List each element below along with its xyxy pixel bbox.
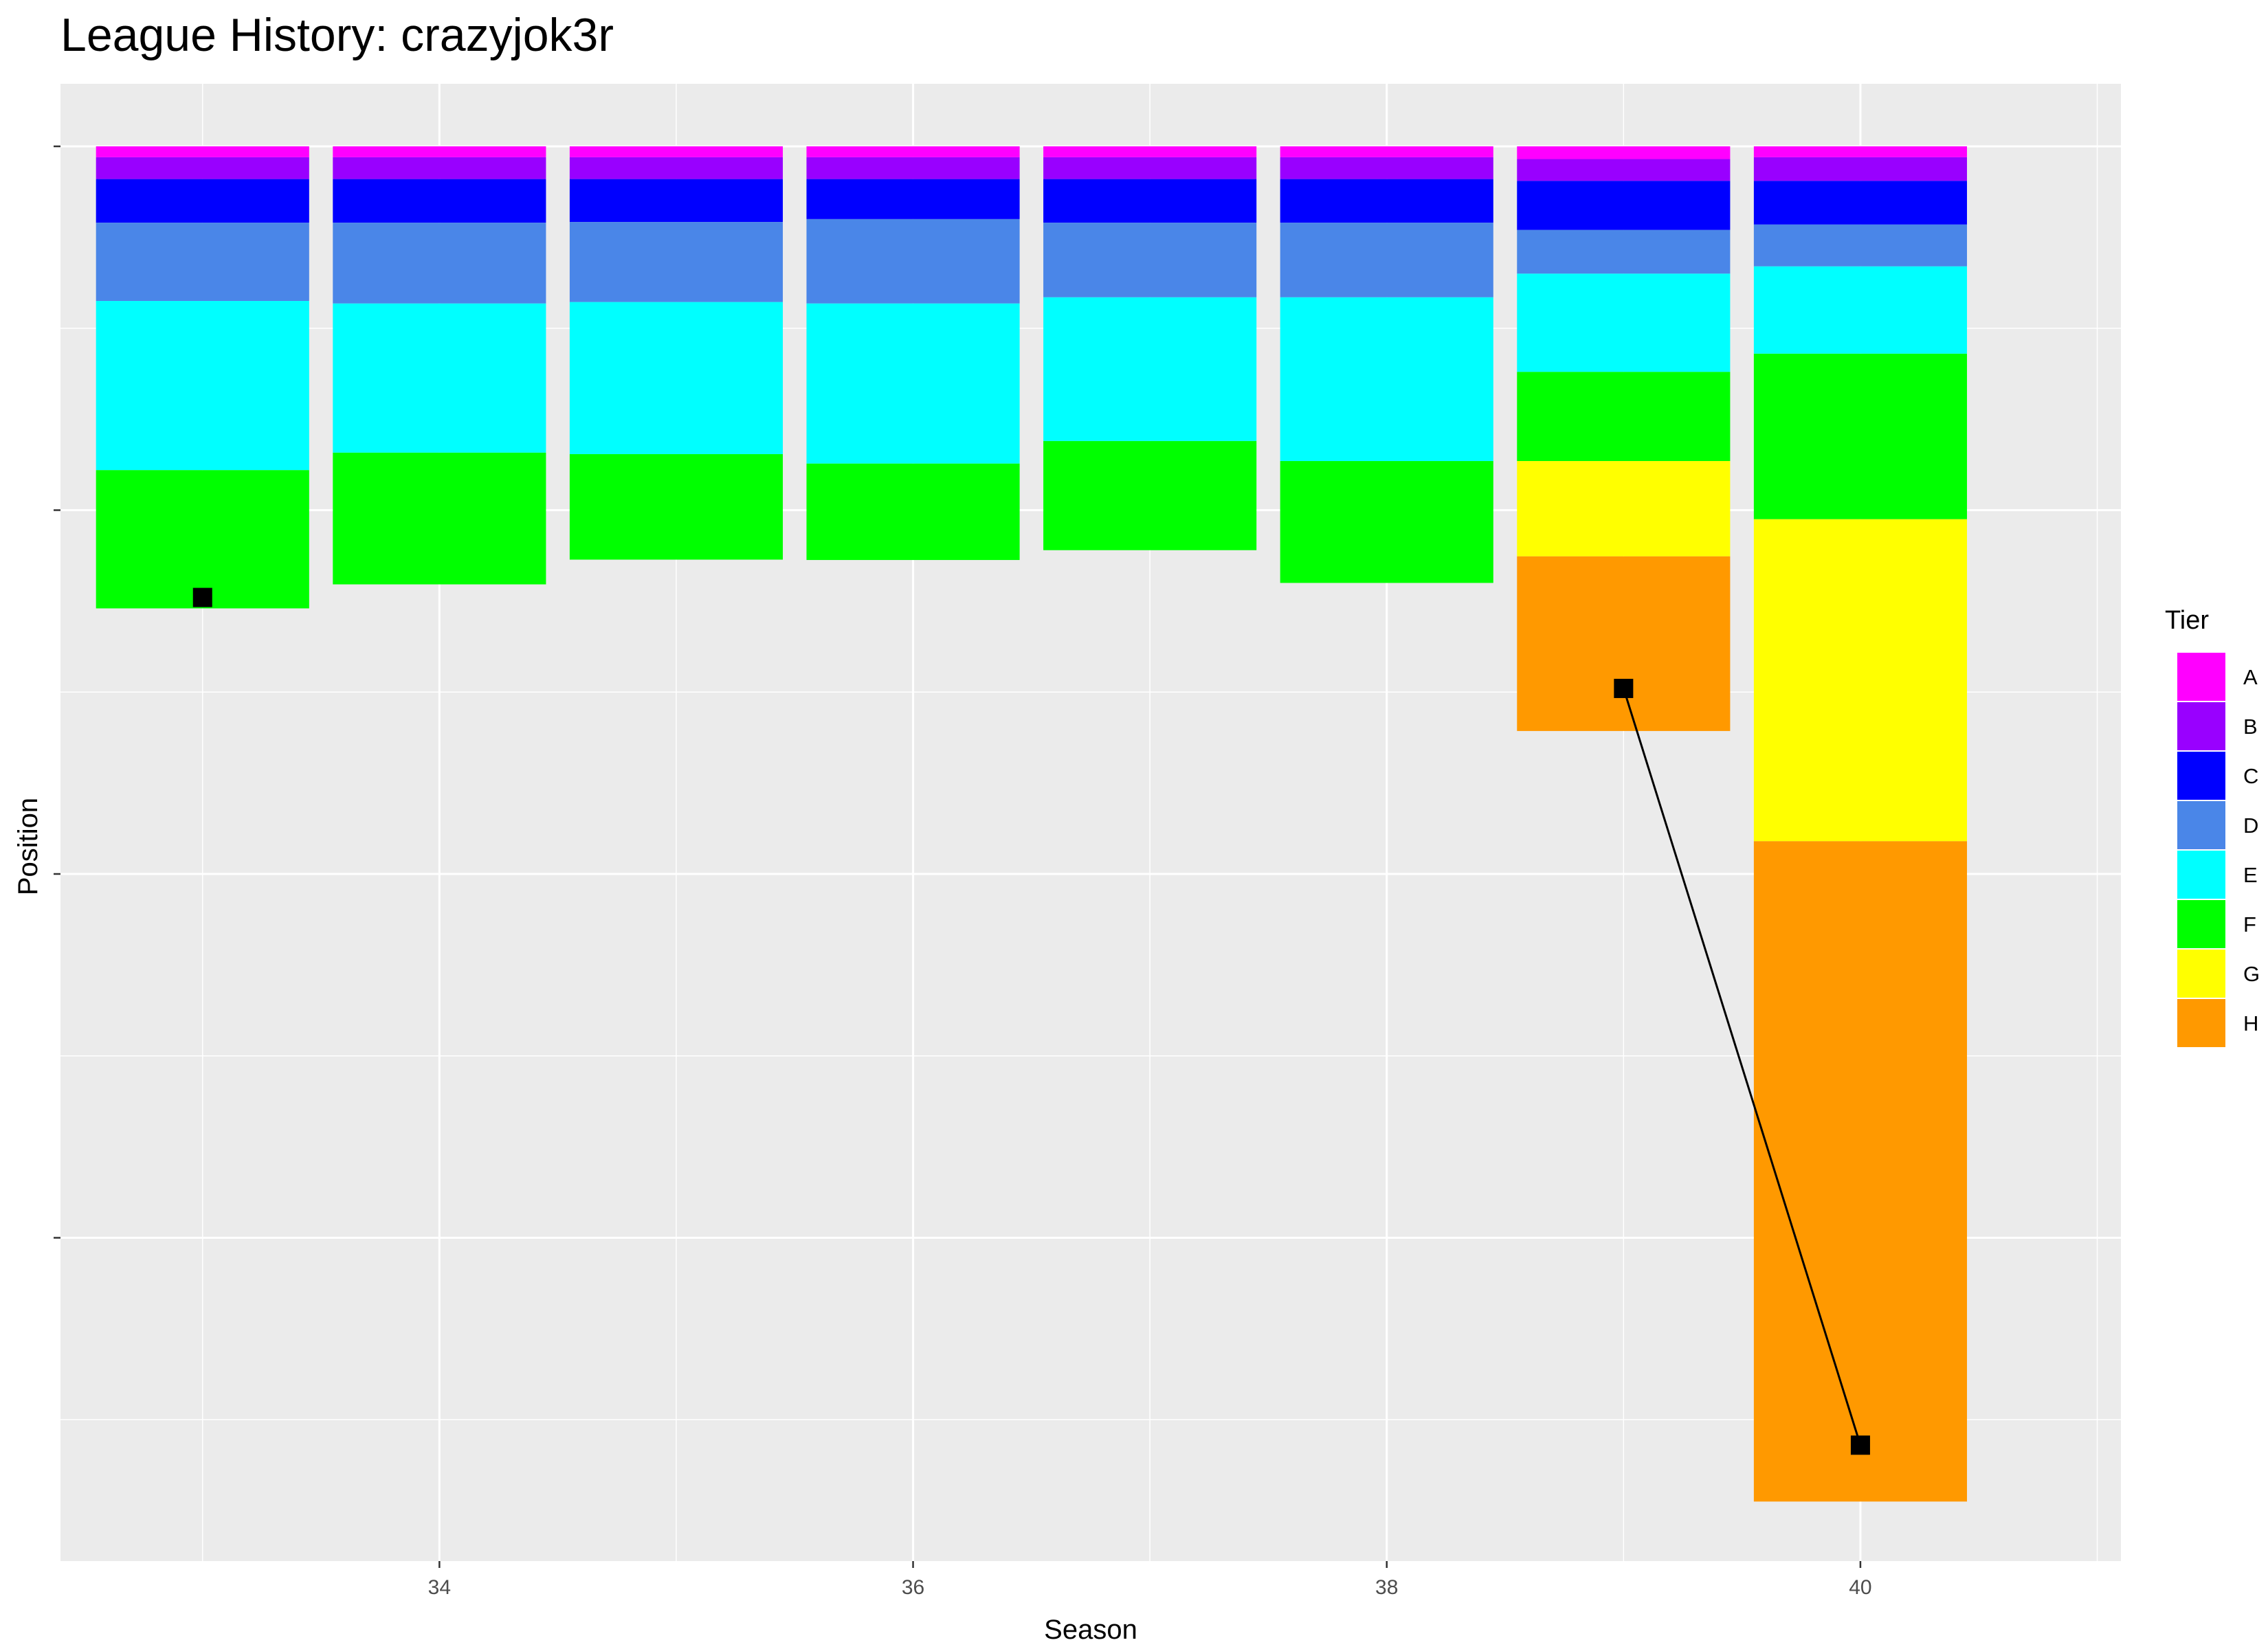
- position-point-s33: [192, 587, 212, 607]
- bar-segment-s39-tier-h: [1517, 556, 1731, 731]
- legend-label-g: G: [2243, 962, 2260, 986]
- bar-segment-s34-tier-e: [333, 303, 546, 453]
- x-tick-label: 34: [428, 1576, 451, 1599]
- bar-segment-s39-tier-b: [1517, 159, 1731, 181]
- bar-segment-s37-tier-e: [1043, 297, 1257, 441]
- legend-key-g: [2177, 950, 2225, 998]
- bar-segment-s36-tier-c: [806, 179, 1020, 219]
- bar-segment-s38-tier-f: [1280, 461, 1493, 583]
- legend-key-h: [2177, 999, 2225, 1047]
- bar-segment-s40-tier-g: [1753, 519, 1968, 842]
- y-axis-ticks: [54, 145, 60, 1239]
- y-axis-title: Position: [13, 798, 43, 895]
- bar-segment-s39-tier-d: [1517, 229, 1731, 274]
- bar-segment-s36-tier-a: [806, 146, 1020, 157]
- bar-segment-s34-tier-a: [333, 146, 546, 157]
- bar-segment-s39-tier-g: [1517, 461, 1731, 557]
- position-point-s40: [1850, 1435, 1870, 1455]
- bar-segment-s38-tier-c: [1280, 179, 1493, 223]
- bar-segment-s37-tier-f: [1043, 440, 1257, 550]
- legend-label-c: C: [2243, 764, 2258, 788]
- bar-segment-s37-tier-b: [1043, 157, 1257, 179]
- legend-label-f: F: [2243, 912, 2256, 936]
- bar-segment-s38-tier-e: [1280, 297, 1493, 462]
- legend-label-d: D: [2243, 814, 2258, 838]
- bar-segment-s35-tier-f: [569, 453, 783, 560]
- bar-segment-s35-tier-b: [569, 157, 783, 179]
- legend-key-a: [2177, 653, 2225, 701]
- bar-segment-s36-tier-e: [806, 303, 1020, 464]
- legend-key-b: [2177, 702, 2225, 750]
- legend-label-h: H: [2243, 1011, 2258, 1035]
- legend-key-d: [2177, 801, 2225, 849]
- legend-label-b: B: [2243, 715, 2258, 739]
- position-line: [1622, 688, 1862, 1446]
- bar-segment-s40-tier-d: [1753, 224, 1968, 267]
- bar-segment-s33-tier-a: [96, 146, 309, 157]
- bar-segment-s33-tier-e: [96, 301, 309, 471]
- bar-segment-s33-tier-d: [96, 223, 309, 302]
- bar-segment-s35-tier-a: [569, 146, 783, 157]
- x-axis-ticks: 34 36 38 40: [428, 1561, 1872, 1599]
- bar-segment-s35-tier-e: [569, 302, 783, 454]
- x-tick-label: 38: [1375, 1576, 1398, 1599]
- x-tick-label: 40: [1849, 1576, 1871, 1599]
- legend-key-c: [2177, 752, 2225, 800]
- bar-segment-s39-tier-f: [1517, 372, 1731, 462]
- bar-segment-s36-tier-b: [806, 157, 1020, 179]
- bar-segment-s35-tier-d: [569, 222, 783, 302]
- bar-segment-s37-tier-c: [1043, 179, 1257, 223]
- bar-segment-s40-tier-h: [1753, 841, 1968, 1502]
- bar-segment-s33-tier-f: [96, 470, 309, 609]
- bar-segment-s40-tier-f: [1753, 353, 1968, 519]
- bar-segment-s40-tier-c: [1753, 181, 1968, 225]
- bar-segment-s39-tier-e: [1517, 273, 1731, 372]
- legend-key-f: [2177, 900, 2225, 948]
- bar-segment-s37-tier-a: [1043, 146, 1257, 157]
- bar-segment-s40-tier-b: [1753, 157, 1968, 181]
- bar-segment-s34-tier-d: [333, 223, 546, 304]
- position-points: [192, 587, 1870, 1455]
- position-point-s39: [1614, 678, 1634, 698]
- bar-segment-s40-tier-e: [1753, 266, 1968, 354]
- legend-label-a: A: [2243, 665, 2258, 689]
- chart-title: League History: crazyjok3r: [60, 9, 614, 61]
- bar-segment-s36-tier-d: [806, 218, 1020, 304]
- bar-segment-s33-tier-b: [96, 157, 309, 179]
- position-line-segment: [1622, 688, 1862, 1446]
- bar-segment-s35-tier-c: [569, 179, 783, 223]
- bar-segment-s38-tier-a: [1280, 146, 1493, 157]
- bar-segment-s39-tier-a: [1517, 146, 1731, 159]
- bar-segment-s33-tier-c: [96, 179, 309, 223]
- bar-segment-s36-tier-f: [806, 463, 1020, 561]
- legend: Tier A B C D E F G H: [2165, 606, 2260, 1047]
- x-tick-label: 36: [902, 1576, 924, 1599]
- bar-segment-s37-tier-d: [1043, 223, 1257, 298]
- legend-title: Tier: [2165, 606, 2209, 635]
- bar-segment-s40-tier-a: [1753, 146, 1968, 157]
- bar-segment-s34-tier-c: [333, 179, 546, 223]
- x-axis-title: Season: [1044, 1615, 1137, 1645]
- bar-segment-s34-tier-f: [333, 452, 546, 585]
- bar-segment-s38-tier-d: [1280, 223, 1493, 298]
- legend-key-e: [2177, 851, 2225, 899]
- legend-label-e: E: [2243, 863, 2258, 887]
- stacked-bars: [96, 146, 1968, 1502]
- bar-segment-s34-tier-b: [333, 157, 546, 179]
- bar-segment-s38-tier-b: [1280, 157, 1493, 179]
- bar-segment-s39-tier-c: [1517, 181, 1731, 230]
